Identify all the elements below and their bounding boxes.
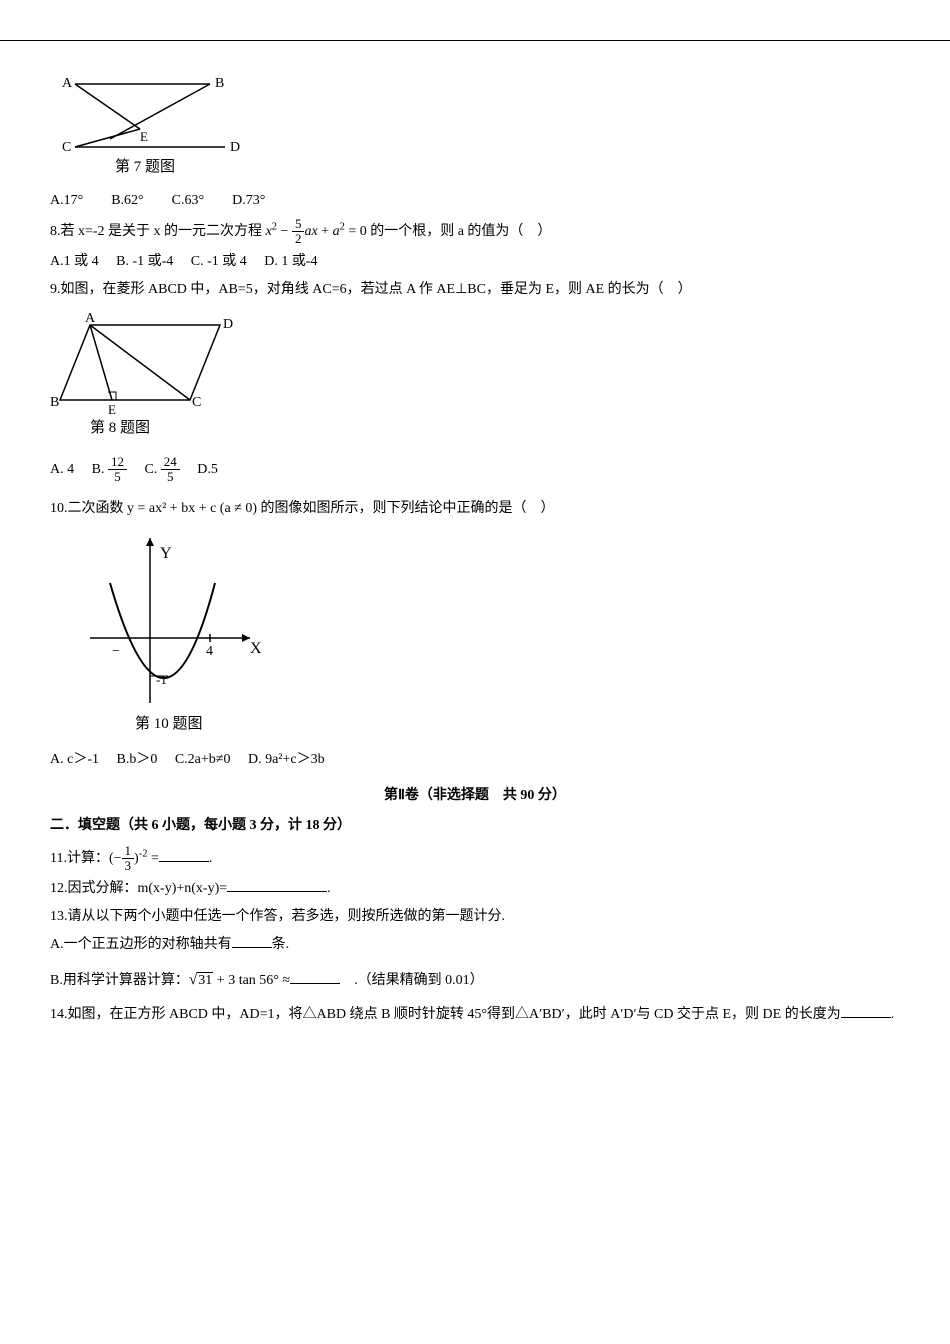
fig10-neg1: -1 xyxy=(156,672,167,687)
q8-options: A.1 或 4 B. -1 或-4 C. -1 或 4 D. 1 或-4 xyxy=(50,250,900,274)
fig7-label-a: A xyxy=(62,76,73,91)
figure-10-svg: Y X 4 -1 − 第 10 题图 xyxy=(80,528,270,738)
fig7-label-d: D xyxy=(230,140,240,155)
figure-8: A D B C E 第 8 题图 xyxy=(50,310,900,445)
q11-den: 3 xyxy=(122,859,135,873)
q11-num: 1 xyxy=(122,844,135,859)
q11-tail: = xyxy=(147,851,158,866)
fig8-caption: 第 8 题图 xyxy=(90,418,150,436)
q9-f2d: 5 xyxy=(161,470,180,484)
q9-opt-c: D.5 xyxy=(180,462,218,477)
q11: 11.计算：(−13)-2 =. xyxy=(50,844,900,874)
q12: 12.因式分解：m(x-y)+n(x-y)=. xyxy=(50,877,900,901)
q9-opt-a: A. 4 B. xyxy=(50,462,108,477)
q9-f2n: 24 xyxy=(161,455,180,470)
q13-B-blank xyxy=(290,969,340,984)
q13: 13.请从以下两个小题中任选一个作答，若多选，则按所选做的第一题计分. xyxy=(50,905,900,929)
figure-10: Y X 4 -1 − 第 10 题图 xyxy=(80,528,900,738)
q9-f1n: 12 xyxy=(108,455,127,470)
q10-options: A. c＞-1 B.b＞0 C.2a+b≠0 D. 9a²+c＞3b xyxy=(50,748,900,772)
fig7-label-e: E xyxy=(140,129,148,144)
q13-B-b: + 3 tan 56° ≈ xyxy=(213,973,290,988)
q13-A: A.一个正五边形的对称轴共有 条. xyxy=(50,933,900,957)
fig8-label-b: B xyxy=(50,395,59,410)
q12-blank xyxy=(227,877,327,892)
part2-title: 第Ⅱ卷（非选择题 共 90 分） xyxy=(50,784,900,808)
q13-A-blank xyxy=(232,933,272,948)
q12-text: 12.因式分解：m(x-y)+n(x-y)= xyxy=(50,881,227,896)
q13-sqrt: 31 xyxy=(197,972,213,988)
q13-A-text: A.一个正五边形的对称轴共有 xyxy=(50,937,232,952)
fig7-label-b: B xyxy=(215,76,224,91)
fig10-caption: 第 10 题图 xyxy=(135,714,203,732)
q13-B: B.用科学计算器计算：√31 + 3 tan 56° ≈ .（结果精确到 0.0… xyxy=(50,967,900,993)
fig7-caption: 第 7 题图 xyxy=(115,157,175,175)
fig8-label-e: E xyxy=(108,402,116,417)
fig8-label-c: C xyxy=(192,395,201,410)
q11-label: 11.计算： xyxy=(50,851,109,866)
svg-text:−: − xyxy=(112,644,120,659)
q8-frac-num: 5 xyxy=(292,217,305,232)
q14-text: 14.如图，在正方形 ABCD 中，AD=1，将△ABD 绕点 B 顺时针旋转 … xyxy=(50,1007,841,1022)
part2-section: 二．填空题（共 6 小题，每小题 3 分，计 18 分） xyxy=(50,814,900,838)
fig8-label-a: A xyxy=(85,311,96,326)
fig7-label-c: C xyxy=(62,140,71,155)
q14-blank xyxy=(841,1003,891,1018)
fig10-label-x: X xyxy=(250,640,262,657)
q8-stem-a: 8.若 x=-2 是关于 x 的一元二次方程 xyxy=(50,224,266,239)
q8-stem-b: 的一个根，则 a 的值为（ ） xyxy=(367,224,552,239)
q8-stem: 8.若 x=-2 是关于 x 的一元二次方程 x2 − 52ax + a2 = … xyxy=(50,217,900,247)
fig10-label-y: Y xyxy=(160,545,172,562)
q11-blank xyxy=(159,847,209,862)
q13-A-tail: 条. xyxy=(272,937,290,952)
figure-7-svg: A B C D E 第 7 题图 xyxy=(50,69,240,179)
figure-7: A B C D E 第 7 题图 xyxy=(50,69,900,179)
q14-tail: . xyxy=(891,1007,895,1022)
q9-f1d: 5 xyxy=(108,470,127,484)
q13-B-tail: .（结果精确到 0.01） xyxy=(340,973,484,988)
q9-stem: 9.如图，在菱形 ABCD 中，AB=5，对角线 AC=6，若过点 A 作 AE… xyxy=(50,278,900,302)
q8-expr: x2 − 52ax + a2 = 0 xyxy=(266,224,367,239)
q9-opt-b: C. xyxy=(127,462,161,477)
q13-B-a: B.用科学计算器计算： xyxy=(50,973,189,988)
q9-options: A. 4 B. 125 C. 245 D.5 xyxy=(50,455,900,485)
fig8-label-d: D xyxy=(223,317,233,332)
fig10-tick-4: 4 xyxy=(206,644,213,659)
q10-stem: 10.二次函数 y = ax² + bx + c (a ≠ 0) 的图像如图所示… xyxy=(50,497,900,521)
q7-options: A.17° B.62° C.63° D.73° xyxy=(50,189,900,213)
q8-frac-den: 2 xyxy=(292,232,305,246)
q14: 14.如图，在正方形 ABCD 中，AD=1，将△ABD 绕点 B 顺时针旋转 … xyxy=(50,1003,900,1027)
figure-8-svg: A D B C E 第 8 题图 xyxy=(50,310,250,445)
